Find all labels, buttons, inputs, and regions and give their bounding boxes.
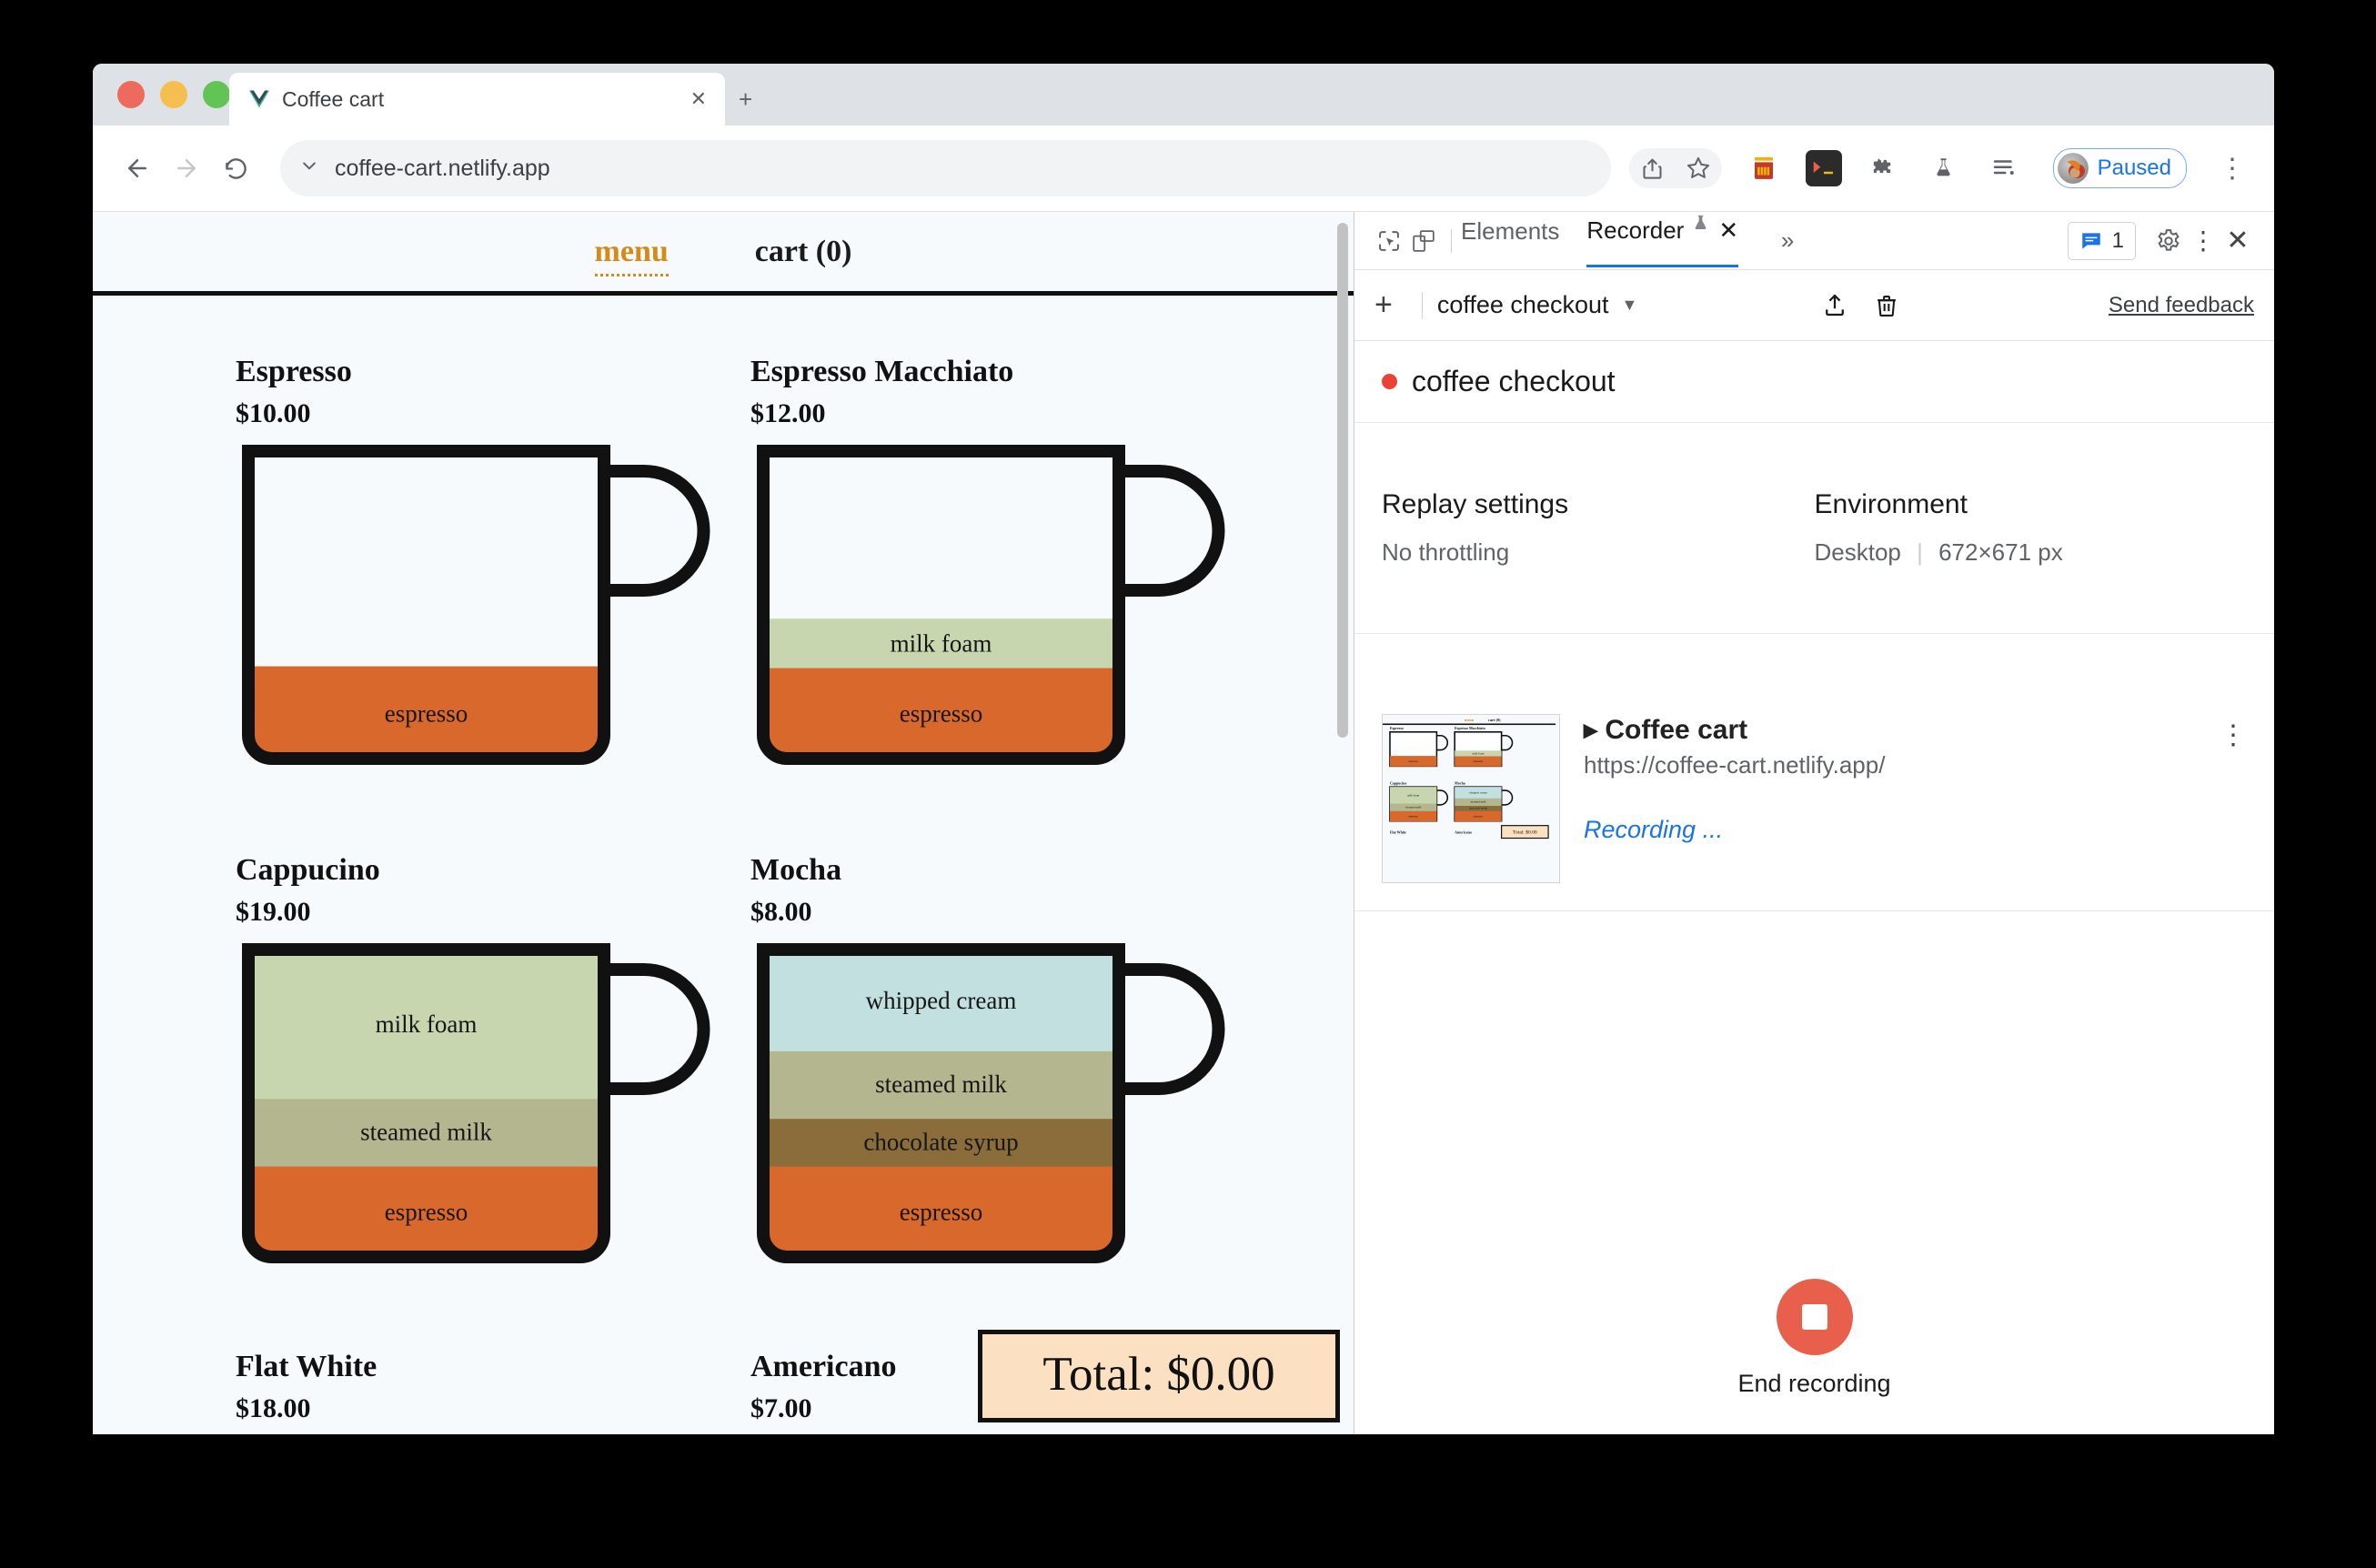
svg-text:espresso: espresso [385, 699, 468, 727]
svg-text:menu: menu [1465, 718, 1475, 722]
svg-text:whipped cream: whipped cream [866, 987, 1017, 1014]
svg-text:Americano: Americano [1455, 830, 1472, 835]
svg-text:espresso: espresso [1474, 759, 1484, 763]
svg-text:cart (0): cart (0) [1488, 718, 1501, 722]
svg-text:Mocha: Mocha [1455, 780, 1465, 785]
svg-text:milk foam: milk foam [1472, 751, 1485, 755]
svg-text:whipped cream: whipped cream [1469, 790, 1487, 794]
svg-text:Espresso Macchiato: Espresso Macchiato [1455, 726, 1485, 730]
svg-text:Flat White: Flat White [1390, 830, 1406, 835]
svg-text:steamed milk: steamed milk [360, 1118, 492, 1145]
svg-text:milk foam: milk foam [376, 1010, 478, 1038]
svg-text:steamed milk: steamed milk [1470, 800, 1485, 804]
svg-text:Cappucino: Cappucino [1390, 780, 1406, 785]
svg-text:espresso: espresso [1408, 814, 1418, 818]
svg-text:espresso: espresso [1408, 759, 1418, 763]
svg-text:steamed milk: steamed milk [875, 1070, 1007, 1098]
svg-text:espresso: espresso [385, 1198, 468, 1225]
svg-text:chocolate syrup: chocolate syrup [863, 1128, 1018, 1155]
svg-text:espresso: espresso [900, 1198, 982, 1225]
svg-text:Total: $0.00: Total: $0.00 [1513, 829, 1537, 836]
svg-text:chocolate syrup: chocolate syrup [1469, 807, 1487, 810]
svg-text:milk foam: milk foam [891, 629, 992, 657]
svg-text:espresso: espresso [1474, 814, 1484, 818]
svg-text:milk foam: milk foam [1407, 793, 1420, 797]
svg-text:Espresso: Espresso [1390, 726, 1404, 730]
svg-text:espresso: espresso [900, 699, 982, 727]
svg-text:steamed milk: steamed milk [1405, 806, 1421, 809]
